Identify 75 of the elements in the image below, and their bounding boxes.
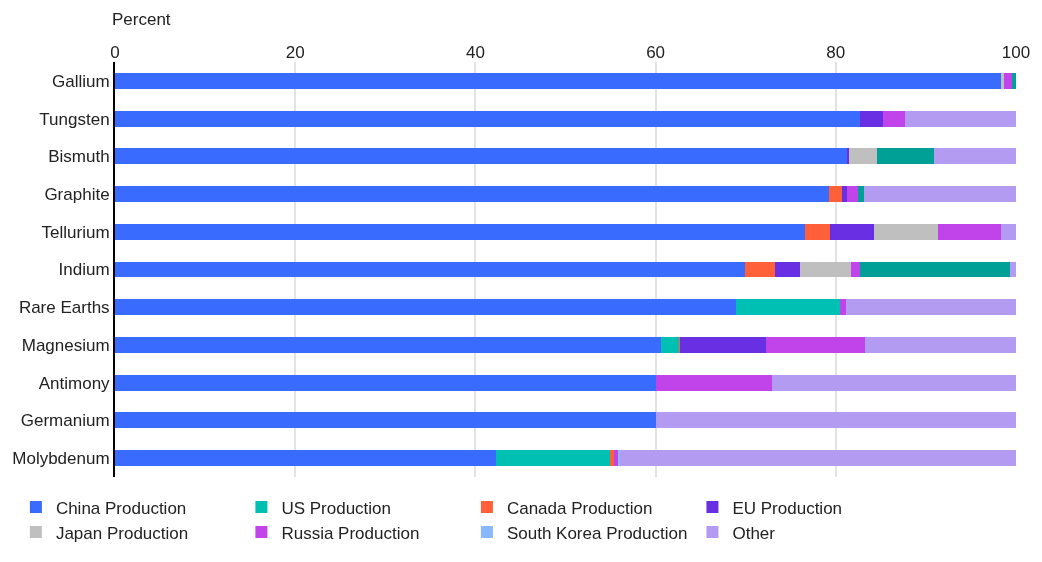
bar [679,337,767,353]
bar [873,223,938,240]
bar [771,374,1016,391]
bar [842,186,847,202]
bar [115,412,656,429]
legend-label: China Production [55,498,187,518]
bar [805,223,831,240]
bar [655,374,772,391]
bar [864,337,1016,353]
y-tick-label: Magnesium [21,335,110,355]
bar [735,299,841,316]
bar [661,337,680,353]
y-tick-label: Tellurium [41,222,110,242]
bar [115,186,830,202]
bar [840,299,846,316]
bar [830,223,874,240]
bar [1004,72,1013,89]
bar [609,450,615,467]
bar [846,186,859,202]
x-tick-label: 80 [826,42,846,62]
y-tick-label: Tungsten [39,109,110,129]
legend-label: Japan Production [55,523,189,543]
y-tick-label: Rare Earths [18,298,110,318]
bar [115,223,806,240]
bar [860,110,883,127]
bar [882,110,906,127]
bar [849,148,878,165]
legend-label: EU Production [732,498,843,518]
y-tick-label: Indium [58,260,110,280]
bar [115,72,1001,89]
bar [858,186,864,202]
legend-label: Russia Production [281,523,420,543]
legend-label: Canada Production [506,498,653,518]
bar [744,261,775,278]
y-tick-label: Germanium [20,411,110,431]
y-tick-label: Graphite [44,185,110,204]
x-tick-label: 60 [646,42,666,62]
bar [829,186,843,202]
bar [115,148,847,165]
bar [860,261,1010,278]
legend-label: US Production [281,498,392,518]
bar [655,412,1016,429]
bar [905,110,1016,127]
x-tick-label: 0 [110,42,120,62]
y-tick-label: Bismuth [48,147,110,167]
bar [863,186,1016,202]
bar [774,261,800,278]
bar [115,374,656,391]
bar [496,450,610,467]
x-tick-label: 100 [1001,42,1031,62]
x-axis-title: Percent [112,10,171,29]
legend-label: Other [732,523,776,543]
bar [1000,223,1016,240]
bar [115,261,745,278]
bar [115,299,736,316]
bar [877,148,935,165]
bar [614,450,619,467]
bar [1012,72,1016,89]
bar [115,450,497,467]
y-tick-label: Molybdenum [12,449,110,469]
bar [1009,261,1016,278]
x-tick-label: 20 [285,42,305,62]
bar [851,261,861,278]
bar [620,450,1016,467]
bar [937,223,1001,240]
bar [766,337,865,353]
y-tick-label: Gallium [51,71,110,91]
bar [934,148,1016,165]
y-tick-label: Antimony [38,373,111,393]
bar [845,299,1016,316]
legend-label: South Korea Production [506,523,688,543]
bar [115,337,662,353]
x-tick-label: 40 [465,42,485,62]
bar [115,110,861,127]
bar [799,261,852,278]
